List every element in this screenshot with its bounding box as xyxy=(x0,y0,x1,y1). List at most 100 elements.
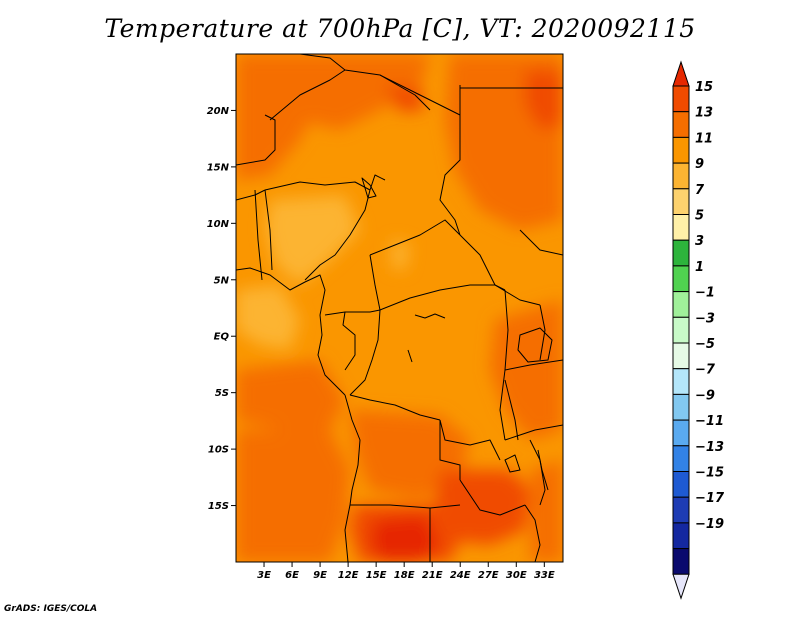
map-frame xyxy=(235,53,564,563)
border-coastline-west-africa xyxy=(236,267,326,316)
field-southeast-atlantic xyxy=(236,430,350,562)
lake-malawi xyxy=(537,449,549,491)
lake-chad xyxy=(361,177,377,199)
border-nigeria-cameroon xyxy=(304,189,371,281)
colorbar-box xyxy=(672,111,690,138)
colorbar: 15 13 11 9 7 5 3 1 −1 −3 −5 −7 −9 −11 −13 −15 −17 −19 xyxy=(672,60,725,600)
colorbar-box xyxy=(672,291,690,318)
colorbar-label: −13 xyxy=(695,440,724,455)
lon-tick-label: 18E xyxy=(394,570,415,581)
colorbar-box xyxy=(672,265,690,293)
colorbar-box xyxy=(672,239,690,267)
lat-tick-label: 20N xyxy=(207,106,230,117)
colorbar-label: −19 xyxy=(695,517,724,532)
colorbar-label: −3 xyxy=(695,311,715,326)
colorbar-box xyxy=(672,419,690,447)
border-ethiopia xyxy=(519,229,563,256)
border-drc-zambia xyxy=(439,419,501,461)
border-niger-chad xyxy=(369,174,386,191)
colorbar-box xyxy=(672,136,690,164)
colorbar-label: −11 xyxy=(695,414,724,429)
colorbar-bottom-triangle xyxy=(672,573,690,600)
colorbar-label: 11 xyxy=(695,131,713,146)
border-coastline-gabon xyxy=(317,314,346,396)
lon-tick-label: 27E xyxy=(478,570,499,581)
map-title: Temperature at 700hPa [C], VT: 202009211… xyxy=(104,14,696,43)
lon-tick-label: 30E xyxy=(506,570,527,581)
lat-tick-label: 5S xyxy=(215,388,229,399)
field-zambia-zimbabwe xyxy=(435,470,530,545)
field-chad-cool xyxy=(392,240,410,270)
colorbar-box xyxy=(672,393,690,421)
lat-tick-label: EQ xyxy=(214,332,230,343)
colorbar-box xyxy=(672,445,690,472)
lon-tick-label: 3E xyxy=(257,570,271,581)
border-tanzania xyxy=(504,359,563,371)
colorbar-label: 1 xyxy=(695,260,704,275)
colorbar-label: −5 xyxy=(695,337,715,352)
border-angola-namibia xyxy=(350,504,461,509)
border-gabon-congo xyxy=(342,311,356,371)
grads-credit: GrADS: IGES/COLA xyxy=(4,604,98,614)
border-libya-chad xyxy=(379,74,461,116)
colorbar-label: −15 xyxy=(695,466,724,481)
field-sahara-north xyxy=(280,54,430,130)
lon-tick-label: 6E xyxy=(285,570,299,581)
border-burkina xyxy=(236,189,266,201)
lat-tick-label: 15S xyxy=(208,501,229,512)
colorbar-box xyxy=(672,522,690,550)
colorbar-label: 15 xyxy=(695,80,713,95)
field-botswana-core xyxy=(370,515,440,562)
colorbar-label: −9 xyxy=(695,388,715,403)
lon-tick-label: 24E xyxy=(450,570,471,581)
field-southeast-coast xyxy=(530,460,563,562)
lat-tick-label: 5N xyxy=(214,275,230,286)
field-nigeria-plateau xyxy=(265,195,360,285)
border-coastline-angola xyxy=(344,394,361,562)
colorbar-box xyxy=(672,85,690,113)
field-sudan-hot2 xyxy=(385,85,425,112)
colorbar-label: −7 xyxy=(695,363,716,378)
lon-tick-label: 15E xyxy=(366,570,387,581)
colorbar-box xyxy=(672,214,690,241)
colorbar-label: 9 xyxy=(695,157,704,172)
border-chad-car xyxy=(369,219,461,256)
border-congo-drc xyxy=(349,309,381,396)
border-drc-angola xyxy=(349,394,441,421)
colorbar-box xyxy=(672,368,690,395)
colorbar-box xyxy=(672,342,690,370)
colorbar-label: −17 xyxy=(695,491,725,506)
border-mali-niger xyxy=(269,69,346,121)
temperature-field xyxy=(236,54,563,562)
longitude-axis: 3E 6E 9E 12E 15E 18E 21E 24E 27E 30E 33E xyxy=(257,562,555,581)
field-mid-atlantic xyxy=(236,360,345,430)
lake-kariba xyxy=(504,454,521,473)
border-cameroon-car xyxy=(369,254,381,311)
latitude-axis: 20N 15N 10N 5N EQ 5S 10S 15S xyxy=(207,106,236,512)
border-malawi xyxy=(529,439,546,506)
field-east-african-rift xyxy=(490,300,563,440)
colorbar-top-triangle xyxy=(672,60,690,87)
lon-tick-label: 12E xyxy=(338,570,359,581)
colorbar-label: 13 xyxy=(695,106,713,121)
colorbar-box xyxy=(672,316,690,344)
border-mali-west xyxy=(236,114,276,166)
border-tanzania-south xyxy=(504,424,563,441)
colorbar-box xyxy=(672,548,690,575)
lon-tick-label: 9E xyxy=(313,570,327,581)
colorbar-box xyxy=(672,471,690,498)
border-south-sudan-uganda xyxy=(494,284,541,306)
colorbar-box xyxy=(672,188,690,216)
lat-tick-label: 10S xyxy=(208,445,229,456)
border-cameroon-gabon xyxy=(324,309,381,316)
border-car-drc xyxy=(379,284,495,311)
border-algeria-niger xyxy=(299,54,431,111)
border-niger-nigeria xyxy=(264,181,371,191)
border-kenya-uganda xyxy=(539,304,546,361)
lake-tanganyika xyxy=(504,379,519,441)
field-sudan-hot xyxy=(525,70,563,130)
lat-tick-label: 15N xyxy=(207,162,230,173)
lon-tick-label: 21E xyxy=(422,570,443,581)
colorbar-box xyxy=(672,496,690,524)
